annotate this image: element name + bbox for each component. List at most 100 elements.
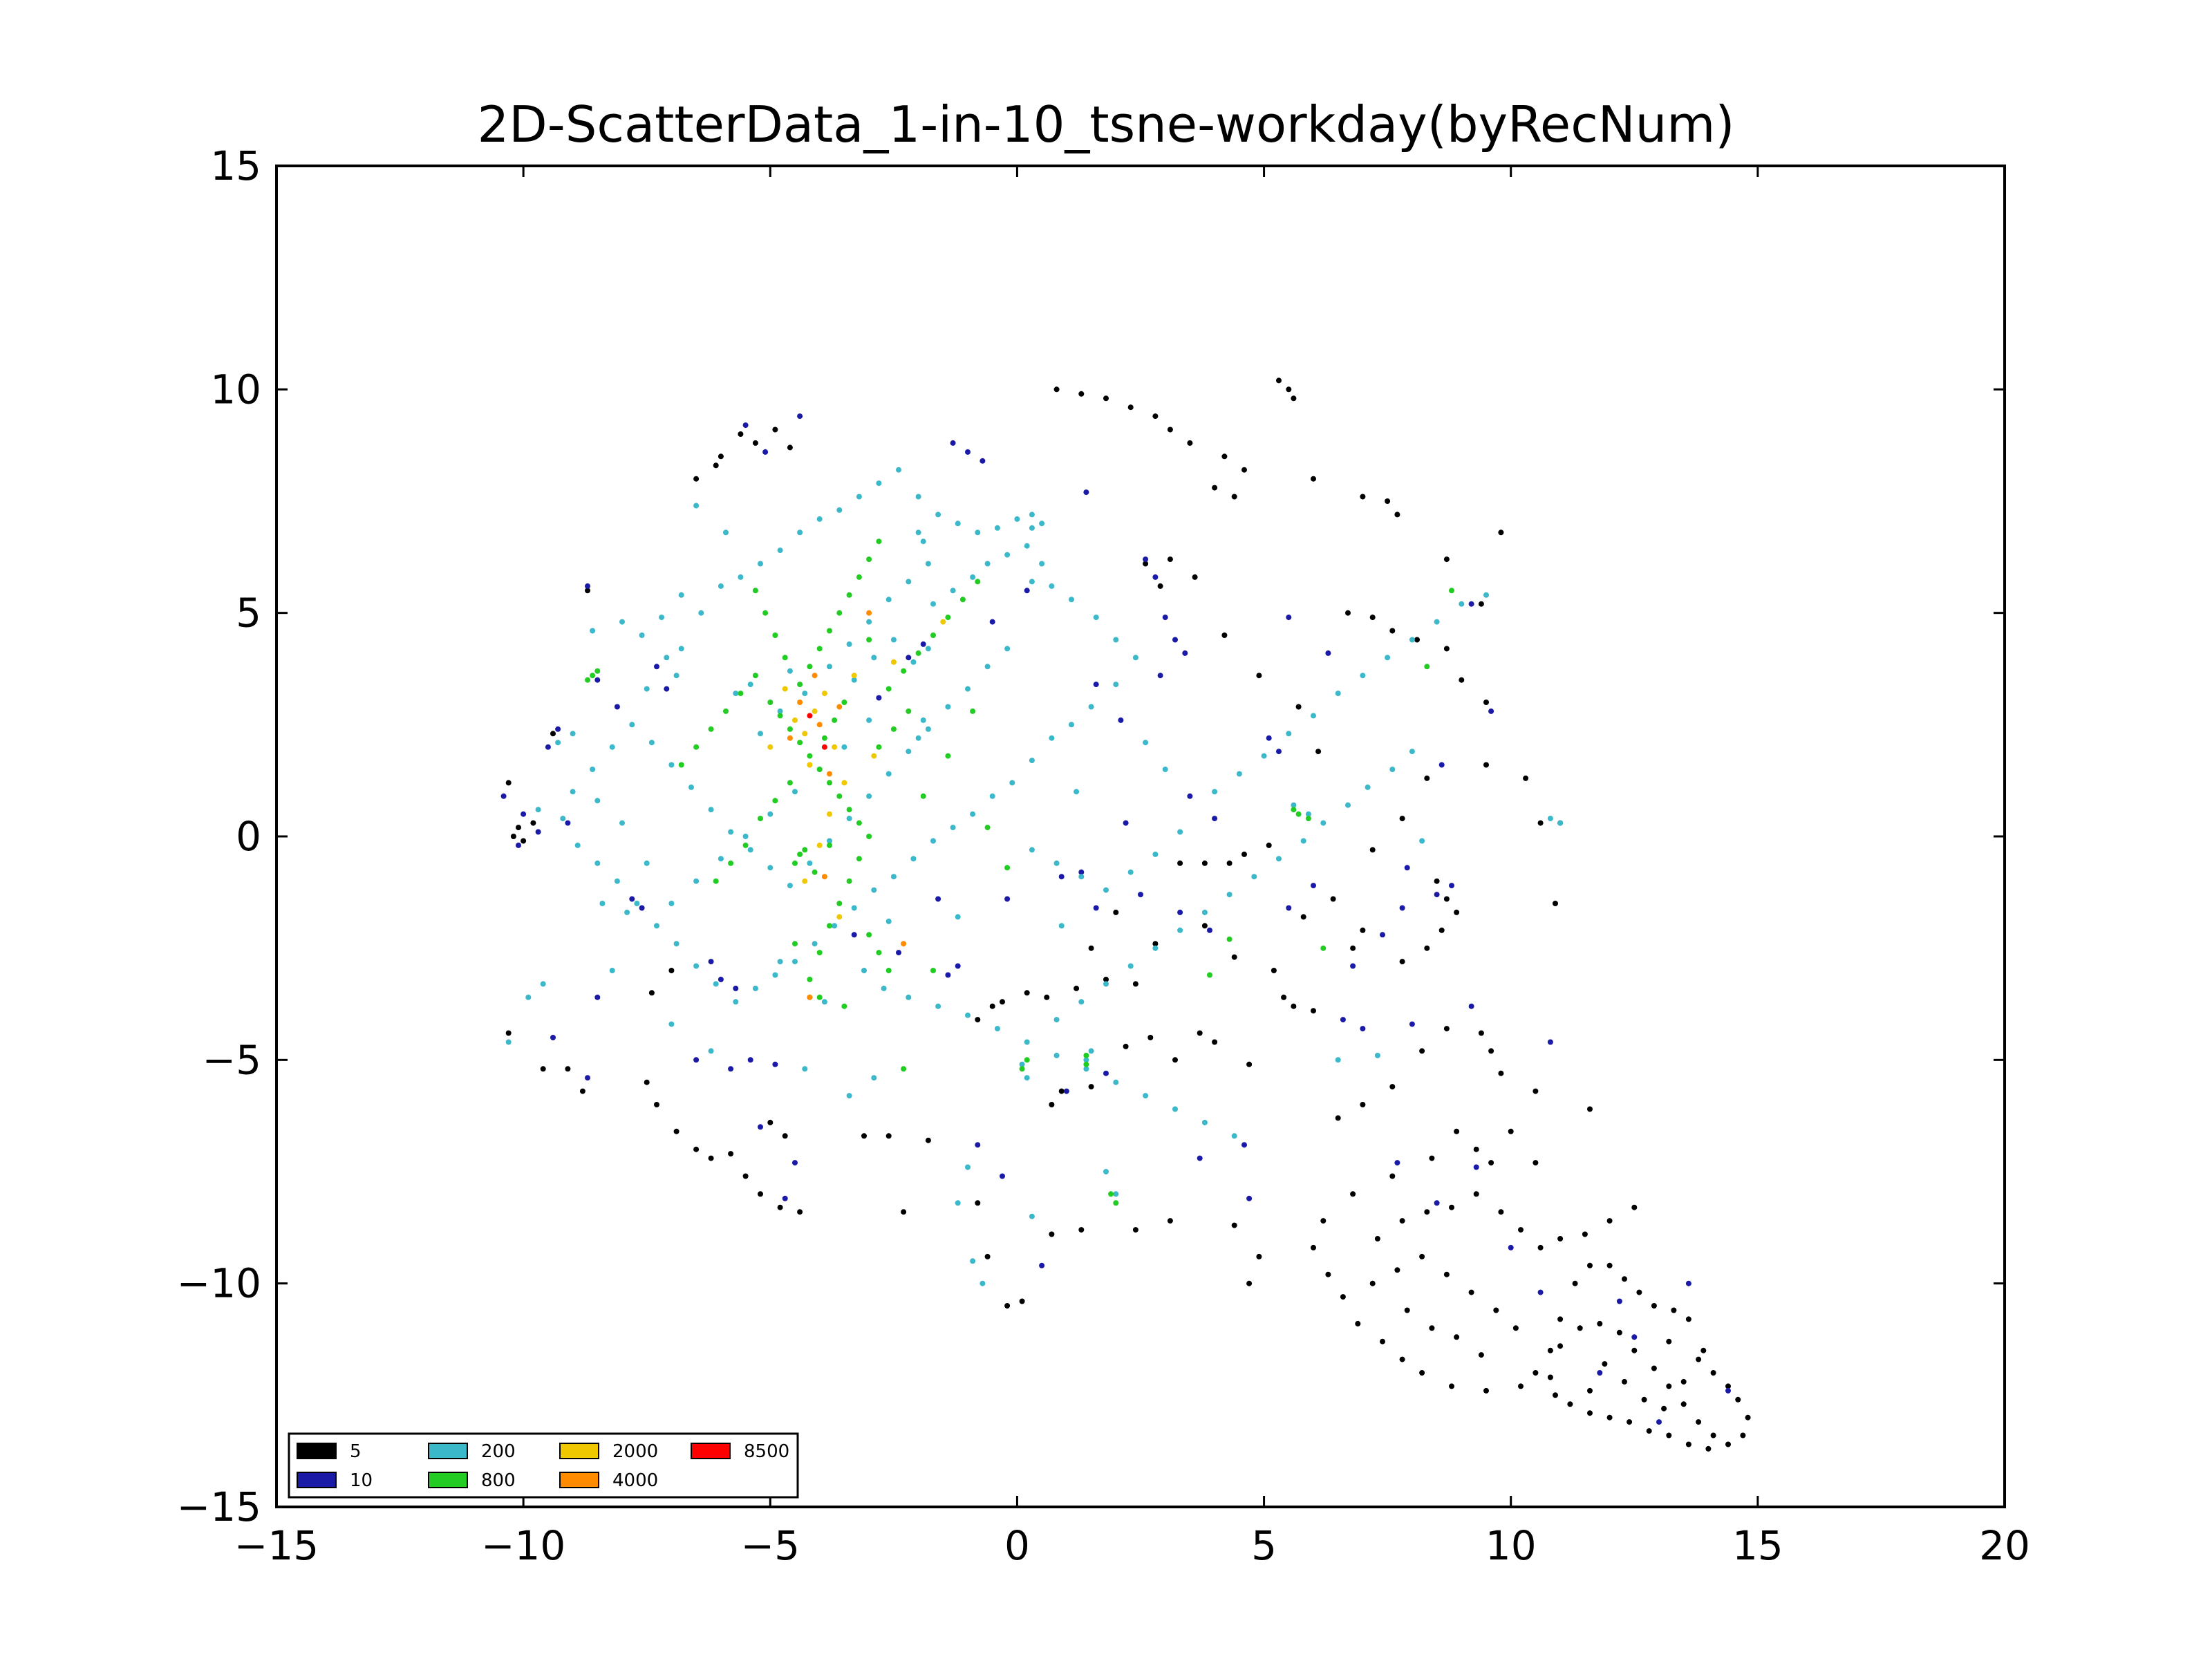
scatter-point-200-10 — [797, 529, 803, 536]
scatter-point-5-195 — [1078, 1227, 1085, 1233]
scatter-point-200-191 — [846, 1093, 852, 1099]
scatter-point-200-8 — [758, 561, 763, 567]
scatter-point-800-51 — [723, 708, 729, 714]
scatter-point-5-13 — [693, 476, 700, 482]
scatter-point-200-30 — [1113, 682, 1119, 688]
scatter-point-200-12 — [836, 507, 843, 513]
scatter-point-5-215 — [1231, 954, 1237, 960]
scatter-point-10-13 — [965, 449, 971, 455]
scatter-point-200-199 — [841, 744, 847, 750]
scatter-point-5-20 — [673, 1128, 679, 1134]
scatter-point-200-179 — [693, 503, 700, 509]
scatter-point-800-50 — [738, 691, 744, 697]
scatter-point-200-34 — [1029, 758, 1035, 764]
scatter-point-5-148 — [1606, 1414, 1613, 1421]
scatter-point-5-221 — [1424, 775, 1430, 781]
scatter-point-4000-5 — [787, 735, 793, 741]
scatter-point-200-76 — [906, 749, 912, 755]
scatter-point-5-143 — [1705, 1445, 1712, 1452]
scatter-point-5-69 — [1311, 476, 1316, 482]
scatter-point-200-172 — [890, 637, 897, 643]
scatter-point-5-51 — [1201, 860, 1208, 866]
scatter-point-5-217 — [1300, 914, 1306, 920]
scatter-point-10-31 — [1399, 905, 1405, 911]
scatter-point-5-1 — [510, 834, 516, 839]
scatter-point-800-63 — [802, 847, 808, 853]
scatter-point-200-13 — [856, 494, 862, 500]
scatter-point-5-174 — [1631, 1204, 1638, 1210]
scatter-point-800-16 — [807, 976, 813, 982]
scatter-point-800-33 — [742, 842, 749, 848]
scatter-point-800-3 — [797, 740, 803, 746]
scatter-point-800-29 — [821, 735, 827, 741]
scatter-point-200-132 — [1300, 838, 1306, 844]
scatter-point-200-178 — [1024, 543, 1030, 549]
scatter-point-5-106 — [1454, 1128, 1460, 1134]
scatter-point-200-151 — [1143, 740, 1149, 746]
scatter-point-10-55 — [550, 1035, 556, 1040]
scatter-point-800-13 — [836, 901, 843, 906]
scatter-point-800-26 — [866, 637, 872, 643]
scatter-point-5-226 — [1192, 574, 1198, 580]
scatter-point-200-5 — [698, 610, 704, 616]
scatter-point-200-31 — [1088, 704, 1094, 710]
scatter-point-10-56 — [594, 994, 601, 1000]
scatter-point-200-116 — [1236, 771, 1242, 777]
scatter-point-10-83 — [1187, 793, 1193, 799]
scatter-point-5-46 — [1246, 1061, 1253, 1067]
scatter-point-5-123 — [1483, 1387, 1489, 1394]
scatter-point-5-183 — [1429, 1325, 1435, 1331]
ticks-layer: −15 −10 −5 0 5 10 15 20 −15 −10 −5 0 5 10 15 — [177, 142, 2030, 1569]
scatter-point-200-16 — [915, 494, 921, 500]
scatter-point-200-33 — [1049, 735, 1055, 741]
scatter-point-5-206 — [648, 990, 655, 996]
scatter-point-5-139 — [1735, 1396, 1741, 1403]
scatter-point-200-55 — [614, 878, 620, 884]
scatter-point-5-100 — [1419, 1048, 1425, 1054]
scatter-point-800-17 — [797, 682, 803, 688]
scatter-point-10-5 — [585, 583, 590, 589]
scatter-point-800-53 — [693, 744, 700, 750]
scatter-point-4000-6 — [821, 874, 827, 880]
scatter-point-2000-14 — [890, 659, 897, 665]
scatter-point-5-52 — [1226, 860, 1232, 866]
scatter-point-200-108 — [980, 1280, 986, 1286]
scatter-point-10-62 — [1197, 1155, 1203, 1161]
scatter-point-200-120 — [1335, 691, 1341, 697]
scatter-point-5-67 — [1212, 485, 1218, 491]
scatter-point-200-181 — [678, 646, 684, 652]
scatter-point-5-103 — [1335, 1115, 1341, 1121]
scatter-point-10-10 — [762, 449, 769, 455]
scatter-point-200-213 — [827, 664, 832, 670]
scatter-point-5-214 — [1201, 923, 1208, 929]
scatter-point-200-32 — [1069, 722, 1074, 728]
scatter-point-2000-2 — [812, 708, 818, 714]
scatter-point-5-185 — [1478, 1352, 1484, 1358]
y-tick-label: 5 — [236, 590, 261, 637]
scatter-point-5-140 — [1745, 1414, 1751, 1421]
scatter-point-5-41 — [1074, 985, 1080, 991]
scatter-point-5-121 — [1419, 1370, 1425, 1376]
scatter-point-200-129 — [1365, 784, 1371, 790]
scatter-point-200-182 — [664, 655, 670, 661]
scatter-point-200-77 — [925, 726, 931, 732]
scatter-point-200-139 — [1127, 963, 1134, 969]
scatter-point-200-118 — [1286, 731, 1292, 737]
scatter-point-200-160 — [1305, 811, 1311, 817]
scatter-point-5-146 — [1646, 1428, 1652, 1434]
scatter-point-200-25 — [1049, 583, 1055, 589]
scatter-point-8500-0 — [807, 713, 813, 719]
scatter-point-5-66 — [1291, 395, 1297, 402]
scatter-point-5-45 — [1212, 1039, 1218, 1045]
scatter-point-2000-3 — [821, 691, 827, 697]
scatter-point-5-26 — [777, 1204, 783, 1210]
scatter-point-200-106 — [955, 1200, 961, 1206]
scatter-point-5-29 — [782, 1133, 788, 1139]
scatter-point-200-194 — [1029, 525, 1035, 531]
scatter-point-5-156 — [1616, 1329, 1622, 1335]
scatter-point-200-198 — [866, 717, 872, 723]
scatter-point-5-165 — [1424, 1209, 1430, 1215]
scatter-point-5-90 — [1454, 909, 1460, 915]
scatter-point-200-38 — [950, 825, 956, 831]
